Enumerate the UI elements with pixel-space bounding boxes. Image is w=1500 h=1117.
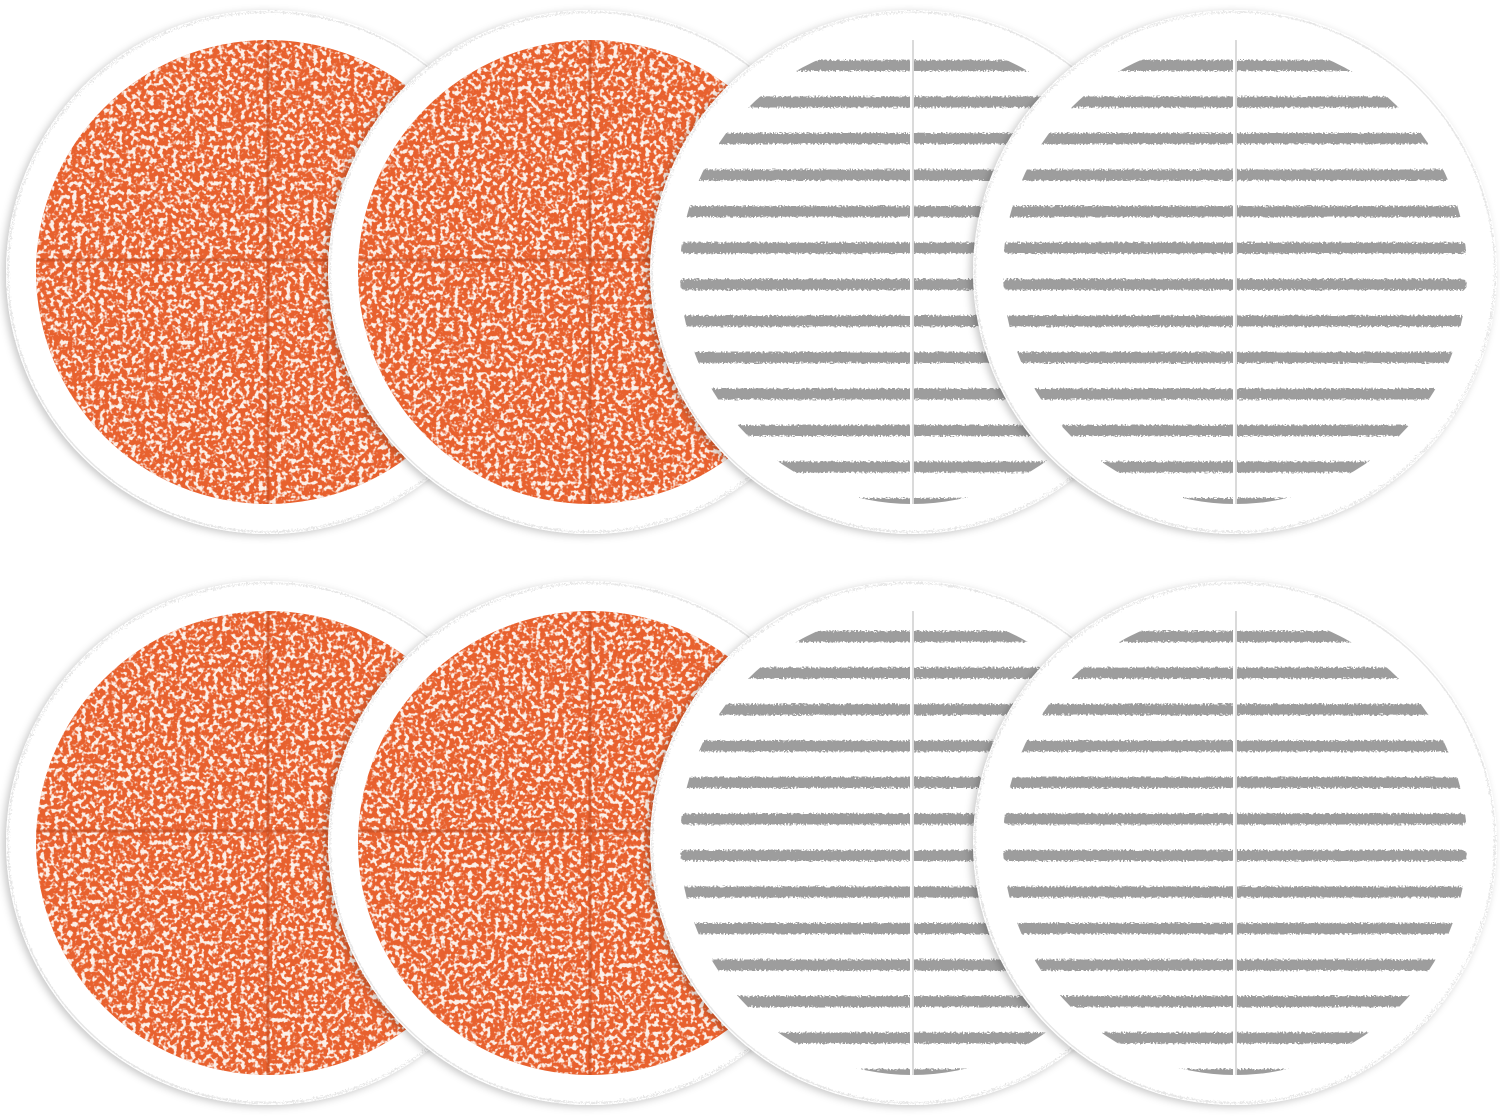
soft-touch-mop-pad <box>973 581 1497 1105</box>
soft-touch-mop-pad <box>973 10 1497 534</box>
